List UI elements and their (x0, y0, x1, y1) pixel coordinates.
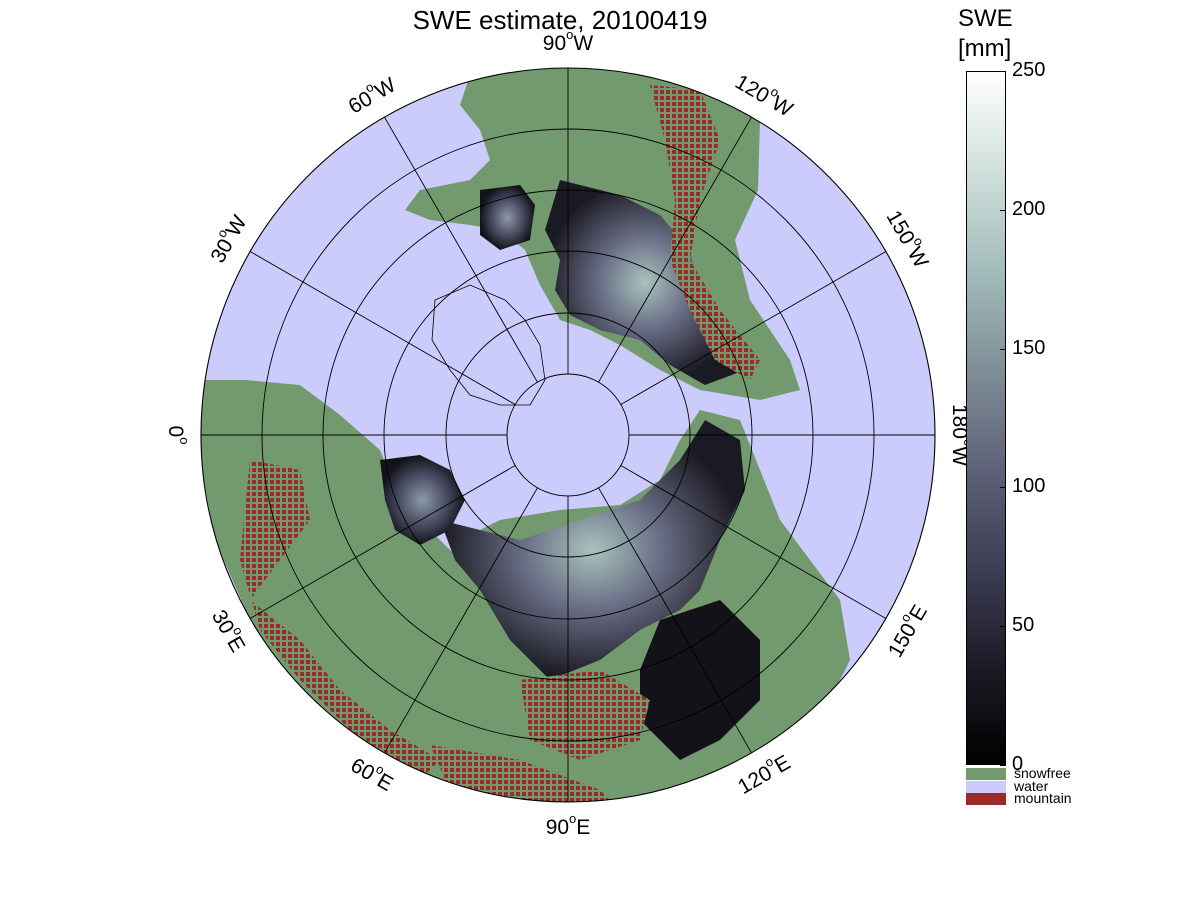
meridian-line (620, 465, 887, 619)
meridian-line (249, 251, 516, 405)
meridian-line (598, 116, 752, 383)
category-swatch (966, 768, 1006, 780)
category-swatch (966, 793, 1006, 805)
mountains-central-asia (520, 670, 650, 760)
colorbar-title: SWE [mm] (958, 4, 1013, 64)
colorbar (966, 71, 1006, 765)
swe-north-america (545, 180, 745, 385)
meridian-line (598, 487, 752, 754)
swe-west-hudson (480, 185, 535, 250)
meridian-label: 30oW (202, 209, 252, 267)
colorbar-tick-label: 200 (1012, 197, 1046, 220)
colorbar-tick-label: 0 (1012, 753, 1024, 775)
meridian-label: 90oE (546, 811, 591, 839)
colorbar-tick-mark (1000, 626, 1006, 628)
colorbar-tick-label: 50 (1012, 614, 1035, 637)
colorbar-tick-mark (1000, 765, 1006, 766)
graticule (200, 67, 936, 803)
mountains-rockies (650, 85, 760, 380)
colorbar-tick-label: 250 (1012, 59, 1046, 81)
category-swatch (966, 780, 1006, 793)
mountains-europe (240, 460, 440, 780)
meridian-line (384, 116, 538, 383)
colorbar-title-line2: [mm] (958, 35, 1012, 62)
meridian-line (249, 465, 516, 619)
meridian-label: 90oW (543, 27, 594, 55)
meridian-line (384, 487, 538, 754)
map-title: SWE estimate, 20100419 (412, 5, 708, 35)
colorbar-tick-label: 100 (1012, 475, 1046, 498)
colorbar-tick-mark (1000, 209, 1006, 211)
category-label: water (1014, 777, 1049, 794)
meridian-line (620, 251, 887, 405)
swe-siberia (440, 420, 745, 680)
meridian-label: 0o (165, 426, 193, 445)
meridian-label: 60oW (342, 69, 400, 119)
colorbar-title-line1: SWE (958, 5, 1013, 32)
colorbar-tick-mark (1000, 71, 1006, 72)
meridian-label: 180oW (949, 404, 977, 466)
category-label: snowfree (1014, 765, 1071, 781)
colorbar-tick-mark (1000, 487, 1006, 489)
colorbar-tick-mark (1000, 348, 1006, 350)
colorbar-tick-label: 150 (1012, 336, 1046, 359)
category-label: mountain (1014, 790, 1072, 806)
swe-scandinavia (380, 455, 465, 545)
swe-east-asia-dark (640, 600, 760, 760)
